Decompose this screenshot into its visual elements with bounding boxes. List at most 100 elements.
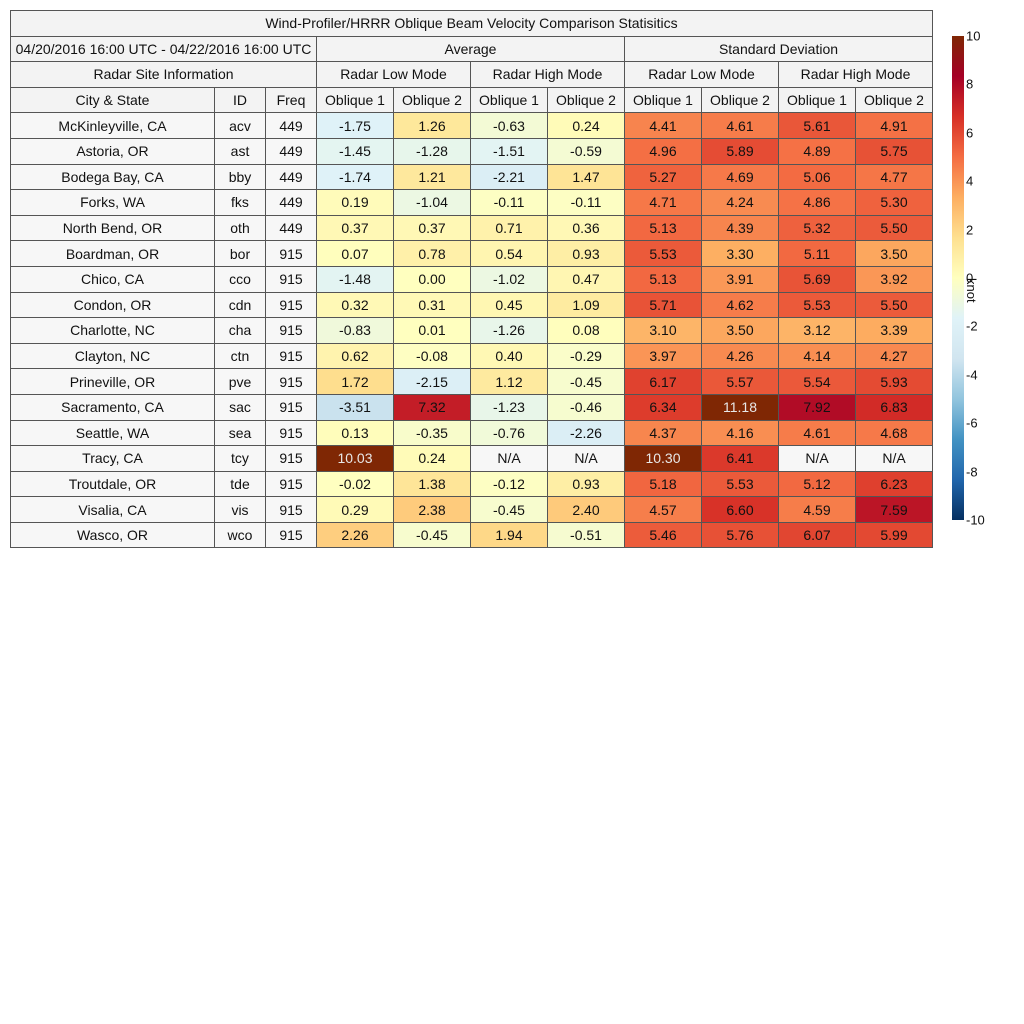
- std-high-oblique2-value: 4.27: [855, 342, 933, 370]
- std-header: Standard Deviation: [624, 35, 933, 63]
- avg-low-oblique2-value: 7.32: [393, 393, 471, 421]
- std-high-oblique1-value: 5.06: [778, 163, 856, 191]
- site-id: wco: [214, 521, 266, 549]
- avg-high-oblique2-value: 0.08: [547, 317, 625, 344]
- std-low-oblique1-value: 6.17: [624, 368, 702, 395]
- site-city: Troutdale, OR: [10, 470, 215, 498]
- avg-low-oblique1-value: 2.26: [316, 521, 394, 549]
- site-city: North Bend, OR: [10, 214, 215, 242]
- std-high-oblique1-value: 4.61: [778, 419, 856, 447]
- std-low-oblique2-value: 4.61: [701, 112, 779, 139]
- avg-high-oblique2-value: 0.47: [547, 265, 625, 293]
- std-high-oblique1-value: 4.86: [778, 189, 856, 216]
- site-freq: 449: [265, 137, 317, 165]
- std-high-oblique1-value: 3.12: [778, 317, 856, 344]
- std-high-oblique1-value: 5.61: [778, 112, 856, 139]
- site-city: Forks, WA: [10, 189, 215, 216]
- avg-low-oblique1-value: 1.72: [316, 368, 394, 395]
- avg-low-oblique2-value: 2.38: [393, 496, 471, 523]
- std-high-oblique1-value: 6.07: [778, 521, 856, 549]
- avg-high-oblique1-value: 0.71: [470, 214, 548, 242]
- avg-high-oblique2-value: 2.40: [547, 496, 625, 523]
- avg-low-oblique2-value: 1.26: [393, 112, 471, 139]
- table-row: Astoria, OR ast 449 -1.45 -1.28 -1.51 -0.59 4.9…: [10, 137, 933, 165]
- avg-low-oblique1-value: -1.75: [316, 112, 394, 139]
- std-low-oblique2-value: 5.53: [701, 470, 779, 498]
- table-row: Forks, WA fks 449 0.19 -1.04 -0.11 -0.11 4.71 4.…: [10, 189, 933, 216]
- stats-table: Wind-Profiler/HRRR Oblique Beam Velocity…: [10, 10, 933, 549]
- site-id: tcy: [214, 445, 266, 472]
- std-low-mode-header: Radar Low Mode: [624, 61, 779, 88]
- avg-low-oblique1-value: -1.74: [316, 163, 394, 191]
- std-low-oblique2-value: 5.76: [701, 521, 779, 549]
- std-high-oblique2-value: 5.50: [855, 291, 933, 319]
- std-low-oblique1-value: 10.30: [624, 445, 702, 472]
- avg-low-oblique2-value: 1.21: [393, 163, 471, 191]
- table-row: Wasco, OR wco 915 2.26 -0.45 1.94 -0.51 5.46 5.7…: [10, 521, 933, 549]
- site-city: Boardman, OR: [10, 240, 215, 267]
- freq-header: Freq: [265, 86, 317, 114]
- std-low-oblique1-value: 4.37: [624, 419, 702, 447]
- site-freq: 915: [265, 521, 317, 549]
- avg-high-oblique1-value: -1.51: [470, 137, 548, 165]
- avg-high-oblique1-value: N/A: [470, 445, 548, 472]
- site-id: cdn: [214, 291, 266, 319]
- colorbar-tick-label: 10: [966, 28, 981, 44]
- std-low-oblique2-value: 3.91: [701, 265, 779, 293]
- site-city: Prineville, OR: [10, 368, 215, 395]
- std-high-oblique2-value: 3.92: [855, 265, 933, 293]
- std-high-oblique2-value: 5.75: [855, 137, 933, 165]
- std-high-oblique1-header: Oblique 1: [778, 86, 856, 114]
- site-freq: 915: [265, 291, 317, 319]
- table-row: McKinleyville, CA acv 449 -1.75 1.26 -0.63 0.2…: [10, 112, 933, 139]
- colorbar-unit-label: knot: [964, 278, 979, 303]
- site-freq: 915: [265, 393, 317, 421]
- table-row: Tracy, CA tcy 915 10.03 0.24 N/A N/A 10.30 6.41 N…: [10, 445, 933, 472]
- site-info-header: Radar Site Information: [10, 61, 317, 88]
- colorbar-tick-label: -4: [966, 367, 978, 383]
- std-high-oblique1-value: 4.59: [778, 496, 856, 523]
- std-high-oblique2-value: 4.68: [855, 419, 933, 447]
- colorbar-tick-label: 4: [966, 173, 974, 189]
- avg-high-oblique2-header: Oblique 2: [547, 86, 625, 114]
- avg-low-oblique1-value: 0.32: [316, 291, 394, 319]
- avg-high-oblique2-value: N/A: [547, 445, 625, 472]
- std-low-oblique2-value: 5.57: [701, 368, 779, 395]
- std-high-mode-header: Radar High Mode: [778, 61, 933, 88]
- std-low-oblique1-value: 5.53: [624, 240, 702, 267]
- site-freq: 449: [265, 189, 317, 216]
- avg-high-oblique1-value: 0.54: [470, 240, 548, 267]
- colorbar-tick-label: 6: [966, 125, 974, 141]
- avg-high-oblique1-value: -1.26: [470, 317, 548, 344]
- avg-high-oblique1-value: -0.63: [470, 112, 548, 139]
- avg-high-oblique1-value: -1.02: [470, 265, 548, 293]
- std-high-oblique1-value: N/A: [778, 445, 856, 472]
- colorbar-tick-label: 2: [966, 222, 974, 238]
- table-row: Clayton, NC ctn 915 0.62 -0.08 0.40 -0.29 3.97 4…: [10, 342, 933, 370]
- site-city: Seattle, WA: [10, 419, 215, 447]
- site-id: vis: [214, 496, 266, 523]
- colorbar-tick-label: -6: [966, 415, 978, 431]
- std-high-oblique1-value: 5.32: [778, 214, 856, 242]
- avg-high-oblique2-value: 1.09: [547, 291, 625, 319]
- site-freq: 915: [265, 419, 317, 447]
- std-high-oblique2-value: 5.99: [855, 521, 933, 549]
- period-label: 04/20/2016 16:00 UTC - 04/22/2016 16:00 …: [10, 35, 317, 63]
- std-low-oblique2-value: 4.16: [701, 419, 779, 447]
- site-freq: 915: [265, 368, 317, 395]
- avg-low-oblique1-value: 0.37: [316, 214, 394, 242]
- table-title: Wind-Profiler/HRRR Oblique Beam Velocity…: [10, 10, 933, 37]
- avg-high-oblique1-header: Oblique 1: [470, 86, 548, 114]
- std-low-oblique2-header: Oblique 2: [701, 86, 779, 114]
- site-id: ctn: [214, 342, 266, 370]
- avg-low-oblique2-value: 0.78: [393, 240, 471, 267]
- site-city: Wasco, OR: [10, 521, 215, 549]
- std-low-oblique2-value: 4.69: [701, 163, 779, 191]
- avg-low-oblique2-value: -0.35: [393, 419, 471, 447]
- site-freq: 915: [265, 445, 317, 472]
- std-low-oblique2-value: 4.24: [701, 189, 779, 216]
- avg-low-oblique1-value: 0.07: [316, 240, 394, 267]
- avg-low-oblique1-value: 0.29: [316, 496, 394, 523]
- avg-high-oblique1-value: -0.76: [470, 419, 548, 447]
- std-low-oblique1-value: 4.96: [624, 137, 702, 165]
